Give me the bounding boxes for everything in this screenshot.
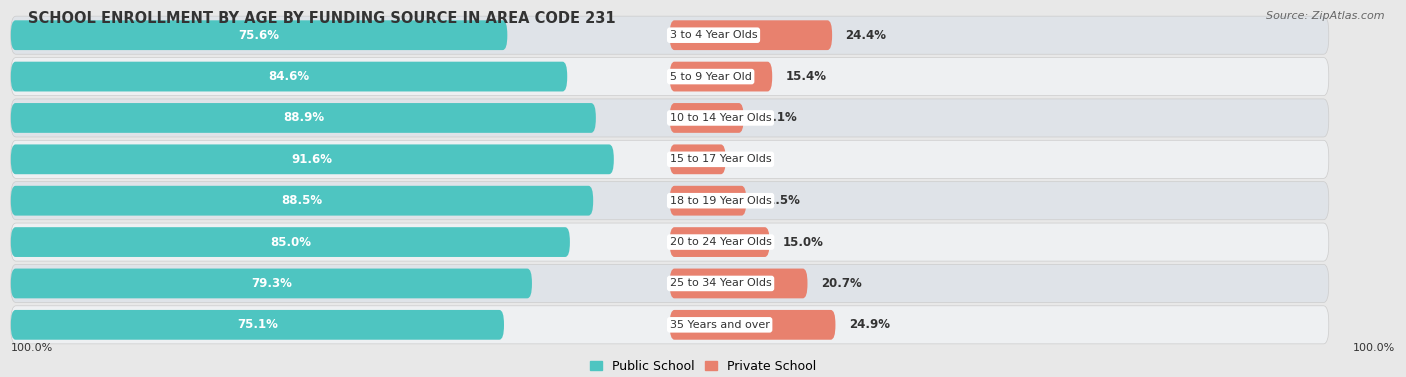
FancyBboxPatch shape [11, 16, 1329, 54]
Text: 11.1%: 11.1% [756, 112, 797, 124]
Text: 84.6%: 84.6% [269, 70, 309, 83]
Text: 20 to 24 Year Olds: 20 to 24 Year Olds [669, 237, 772, 247]
FancyBboxPatch shape [11, 186, 593, 216]
FancyBboxPatch shape [11, 99, 1329, 137]
FancyBboxPatch shape [11, 140, 1329, 178]
Text: 24.9%: 24.9% [849, 318, 890, 331]
FancyBboxPatch shape [669, 62, 772, 92]
Text: 20.7%: 20.7% [821, 277, 862, 290]
Text: 25 to 34 Year Olds: 25 to 34 Year Olds [669, 279, 772, 288]
FancyBboxPatch shape [669, 186, 747, 216]
Text: 15 to 17 Year Olds: 15 to 17 Year Olds [669, 154, 772, 164]
Text: 100.0%: 100.0% [11, 343, 53, 353]
Text: 8.4%: 8.4% [740, 153, 772, 166]
Text: 85.0%: 85.0% [270, 236, 311, 248]
Text: SCHOOL ENROLLMENT BY AGE BY FUNDING SOURCE IN AREA CODE 231: SCHOOL ENROLLMENT BY AGE BY FUNDING SOUR… [28, 11, 616, 26]
Text: 79.3%: 79.3% [250, 277, 292, 290]
FancyBboxPatch shape [11, 264, 1329, 302]
Text: 91.6%: 91.6% [292, 153, 333, 166]
FancyBboxPatch shape [11, 306, 1329, 344]
FancyBboxPatch shape [669, 144, 725, 174]
Text: Source: ZipAtlas.com: Source: ZipAtlas.com [1267, 11, 1385, 21]
Text: 18 to 19 Year Olds: 18 to 19 Year Olds [669, 196, 772, 206]
Text: 11.5%: 11.5% [759, 194, 800, 207]
Text: 10 to 14 Year Olds: 10 to 14 Year Olds [669, 113, 772, 123]
Legend: Public School, Private School: Public School, Private School [585, 355, 821, 377]
FancyBboxPatch shape [11, 182, 1329, 220]
FancyBboxPatch shape [11, 103, 596, 133]
Text: 100.0%: 100.0% [1353, 343, 1395, 353]
Text: 75.1%: 75.1% [238, 318, 278, 331]
FancyBboxPatch shape [11, 20, 508, 50]
FancyBboxPatch shape [11, 62, 567, 92]
FancyBboxPatch shape [11, 144, 614, 174]
FancyBboxPatch shape [669, 20, 832, 50]
FancyBboxPatch shape [669, 103, 744, 133]
Text: 88.5%: 88.5% [281, 194, 322, 207]
FancyBboxPatch shape [669, 310, 835, 340]
Text: 5 to 9 Year Old: 5 to 9 Year Old [669, 72, 752, 81]
FancyBboxPatch shape [11, 268, 531, 298]
FancyBboxPatch shape [11, 58, 1329, 96]
FancyBboxPatch shape [669, 268, 807, 298]
Text: 15.0%: 15.0% [783, 236, 824, 248]
FancyBboxPatch shape [11, 227, 569, 257]
Text: 15.4%: 15.4% [786, 70, 827, 83]
Text: 24.4%: 24.4% [845, 29, 886, 42]
FancyBboxPatch shape [669, 227, 769, 257]
FancyBboxPatch shape [11, 223, 1329, 261]
Text: 88.9%: 88.9% [283, 112, 323, 124]
FancyBboxPatch shape [11, 310, 503, 340]
Text: 3 to 4 Year Olds: 3 to 4 Year Olds [669, 30, 758, 40]
Text: 75.6%: 75.6% [239, 29, 280, 42]
Text: 35 Years and over: 35 Years and over [669, 320, 769, 330]
